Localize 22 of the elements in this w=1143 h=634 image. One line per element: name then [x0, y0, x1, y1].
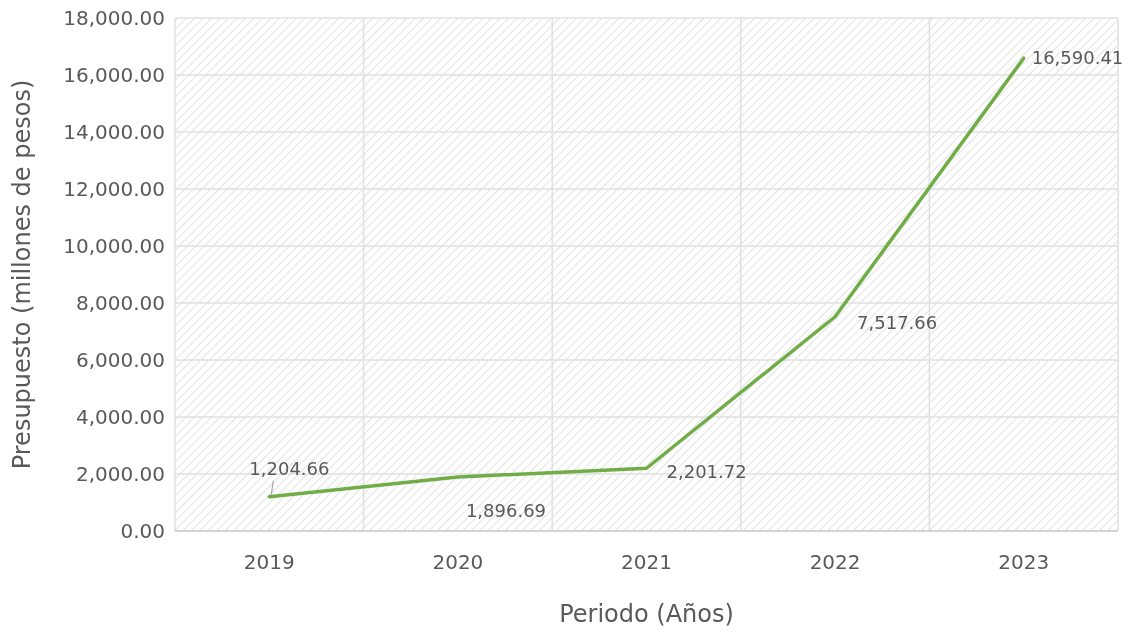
data-label: 7,517.66	[857, 311, 938, 333]
y-tick-label: 0.00	[120, 519, 165, 543]
data-label: 16,590.41	[1031, 47, 1124, 69]
x-tick-label: 2020	[432, 550, 484, 574]
x-tick-label: 2021	[621, 550, 672, 574]
y-tick-label: 18,000.00	[63, 6, 165, 30]
y-tick-label: 14,000.00	[63, 120, 165, 144]
data-label: 2,201.72	[666, 461, 747, 483]
x-tick-label: 2022	[809, 550, 861, 574]
y-tick-label: 6,000.00	[75, 348, 165, 372]
y-tick-label: 16,000.00	[63, 63, 165, 87]
x-tick-label: 2023	[998, 550, 1050, 574]
y-axis-title: Presupuesto (millones de pesos)	[8, 79, 36, 470]
data-label: 1,896.69	[465, 499, 547, 521]
y-tick-label: 4,000.00	[75, 405, 165, 429]
y-tick-label: 2,000.00	[75, 462, 165, 486]
y-tick-label: 12,000.00	[63, 177, 165, 201]
x-tick-label: 2019	[243, 550, 295, 574]
y-tick-label: 8,000.00	[75, 291, 165, 315]
y-tick-label: 10,000.00	[63, 234, 165, 258]
x-axis-title: Periodo (Años)	[559, 600, 734, 628]
data-label: 1,204.66	[249, 457, 330, 479]
